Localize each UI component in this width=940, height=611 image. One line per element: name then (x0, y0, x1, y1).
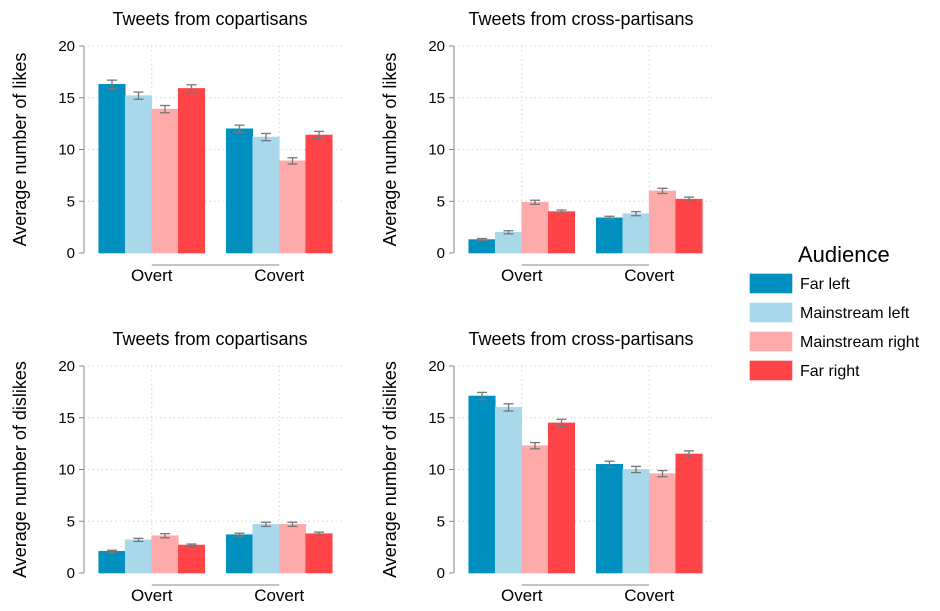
bar (595, 464, 624, 574)
panel-title: Tweets from cross-partisans (468, 9, 693, 29)
category-label: Overt (131, 266, 173, 285)
y-axis-label: Average number of likes (10, 53, 30, 247)
y-axis-label: Average number of likes (380, 53, 400, 247)
y-tick-label: 10 (428, 462, 445, 479)
bar (177, 88, 206, 254)
bar (278, 160, 307, 254)
y-tick-label: 0 (437, 565, 445, 582)
bar (675, 453, 703, 574)
bar (225, 128, 254, 254)
bar (252, 524, 280, 574)
panel-title: Tweets from copartisans (112, 9, 307, 29)
bar (595, 217, 624, 254)
legend-swatch (749, 360, 793, 381)
bar (177, 544, 206, 574)
bar (648, 473, 677, 574)
bar (622, 213, 650, 254)
bar (494, 232, 523, 254)
y-tick-label: 5 (437, 513, 445, 530)
category-label: Covert (624, 586, 674, 605)
y-tick-label: 15 (428, 90, 445, 107)
legend-swatch (749, 331, 793, 352)
category-label: Overt (501, 586, 543, 605)
legend-label: Mainstream right (800, 334, 920, 351)
y-tick-label: 15 (58, 90, 75, 107)
bar (494, 407, 523, 574)
y-tick-label: 0 (67, 245, 75, 262)
y-tick-label: 0 (67, 565, 75, 582)
legend-swatch (749, 302, 793, 323)
y-tick-label: 5 (67, 513, 75, 530)
bar (124, 539, 153, 574)
y-tick-label: 10 (428, 142, 445, 159)
y-tick-label: 15 (428, 410, 445, 427)
bar (124, 95, 153, 254)
y-tick-label: 20 (428, 38, 445, 55)
bar (622, 469, 650, 574)
bar (521, 201, 549, 254)
bar (305, 533, 333, 574)
y-tick-label: 0 (437, 245, 445, 262)
category-label: Covert (624, 266, 674, 285)
y-axis-label: Average number of dislikes (10, 361, 30, 578)
y-tick-label: 5 (437, 193, 445, 210)
y-tick-label: 20 (58, 358, 75, 375)
panel-title: Tweets from copartisans (112, 329, 307, 349)
bar (468, 239, 496, 254)
bar (98, 550, 126, 574)
panel-title: Tweets from cross-partisans (468, 329, 693, 349)
legend-label: Far left (800, 276, 850, 293)
bar (675, 198, 703, 254)
legend-label: Far right (800, 363, 860, 380)
bar (521, 445, 549, 574)
bar (648, 190, 677, 254)
y-tick-label: 10 (58, 462, 75, 479)
y-axis-label: Average number of dislikes (380, 361, 400, 578)
bar (547, 422, 576, 574)
y-tick-label: 15 (58, 410, 75, 427)
legend-swatch (749, 273, 793, 294)
y-tick-label: 20 (428, 358, 445, 375)
y-tick-label: 5 (67, 193, 75, 210)
bar (151, 535, 179, 574)
category-label: Covert (254, 266, 304, 285)
legend-label: Mainstream left (800, 305, 910, 322)
category-label: Overt (131, 586, 173, 605)
bar (305, 134, 333, 254)
y-tick-label: 10 (58, 142, 75, 159)
bar (468, 395, 496, 574)
category-label: Covert (254, 586, 304, 605)
y-tick-label: 20 (58, 38, 75, 55)
bar (151, 108, 179, 254)
bar (252, 136, 280, 254)
bar (225, 534, 254, 574)
bar (547, 211, 576, 254)
legend-title: Audience (798, 242, 890, 267)
category-label: Overt (501, 266, 543, 285)
bar (278, 524, 307, 574)
bar (98, 83, 126, 254)
